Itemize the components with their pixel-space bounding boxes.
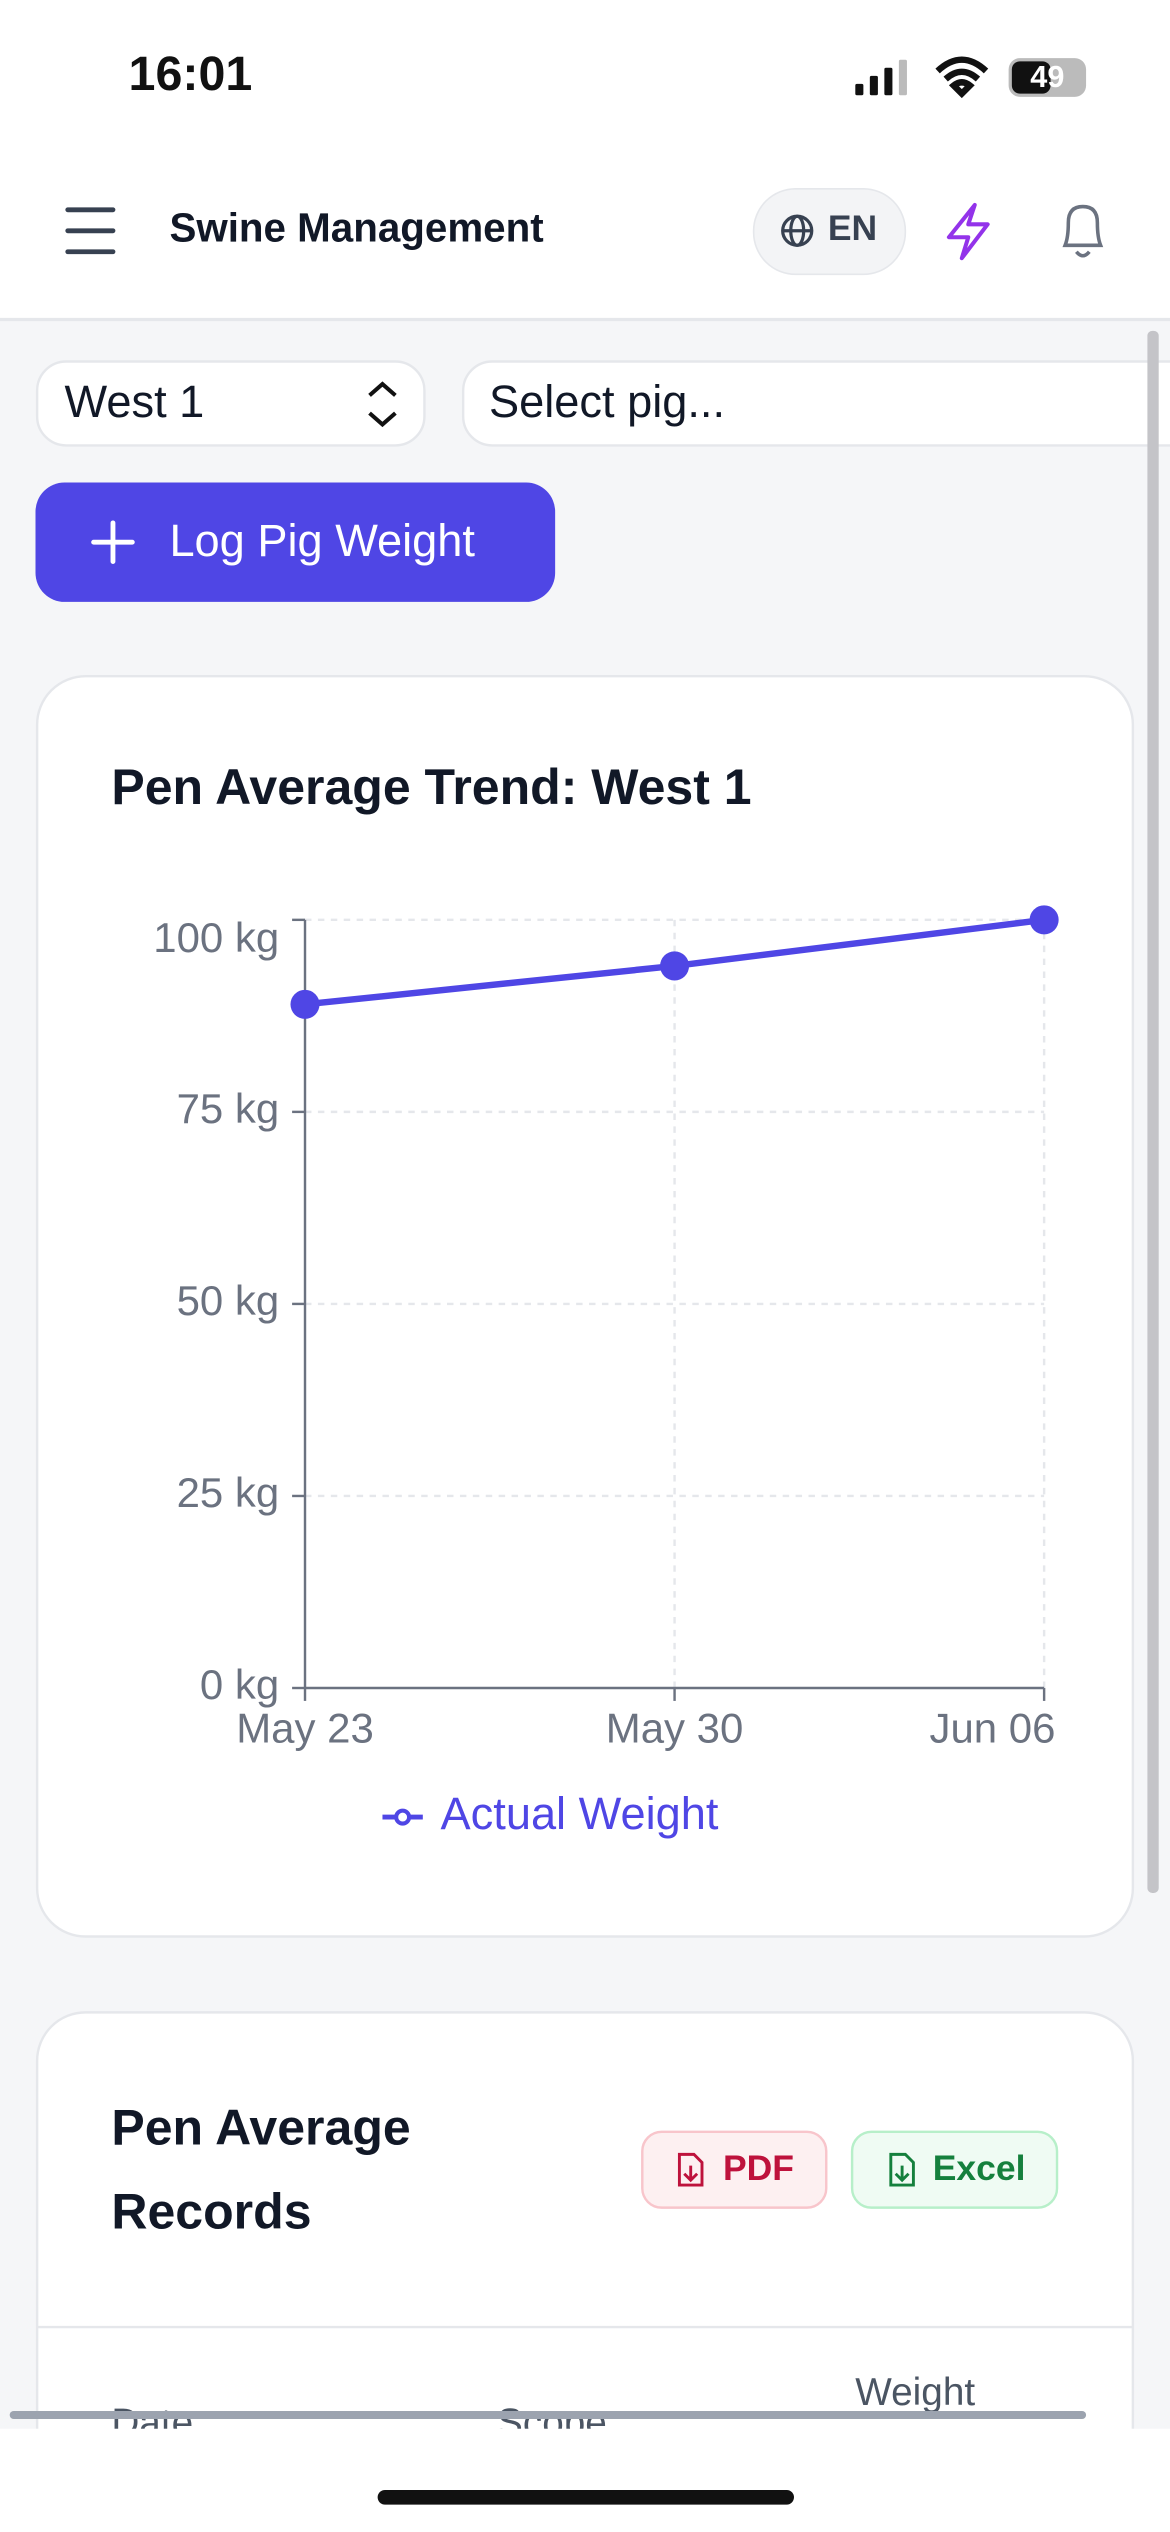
- log-weight-label: Log Pig Weight: [169, 515, 475, 566]
- point: [290, 989, 320, 1019]
- pig-select[interactable]: [461, 360, 1170, 447]
- pen-select[interactable]: [35, 360, 426, 447]
- battery-level: [1011, 61, 1051, 94]
- wifi-icon: [935, 56, 989, 99]
- battery-text: 49: [1030, 60, 1064, 94]
- point: [1029, 905, 1059, 935]
- y-tick-label: 0 kg: [200, 1661, 279, 1708]
- status-time: 16:01: [129, 47, 253, 101]
- app-title: Swine Management: [169, 204, 543, 250]
- pen-select-value: West 1: [65, 376, 205, 427]
- excel-icon: [889, 2152, 915, 2187]
- language-label: EN: [828, 208, 877, 248]
- select-chevron: [368, 381, 397, 428]
- legend-label: Actual Weight: [441, 1788, 719, 1839]
- records-title-box: Pen Average Records: [111, 2099, 411, 2240]
- scrollbar: [1147, 330, 1159, 1893]
- column-header: Weight: [855, 2371, 975, 2414]
- x-tick-label: May 23: [236, 1705, 374, 1752]
- h-scrollbar: [9, 2410, 1087, 2420]
- top-area: [0, 0, 1170, 320]
- menu-icon[interactable]: [65, 207, 116, 255]
- log-weight-button[interactable]: [35, 482, 556, 602]
- language-button[interactable]: [752, 188, 907, 276]
- excel-button[interactable]: [850, 2130, 1059, 2209]
- home-area: [0, 2428, 1170, 2532]
- x-tick-label: May 30: [606, 1705, 744, 1752]
- y-tick-label: 100 kg: [153, 914, 279, 961]
- legend-swatch-dot: [394, 1808, 412, 1826]
- excel-label: Excel: [933, 2148, 1026, 2188]
- y-tick-label: 75 kg: [177, 1085, 280, 1132]
- x-tick-label: Jun 06: [929, 1705, 1055, 1752]
- chart-title: Pen Average Trend: West 1: [111, 759, 751, 815]
- pig-select-placeholder: Select pig...: [489, 376, 725, 427]
- globe-icon: [781, 214, 814, 247]
- pdf-label: PDF: [723, 2148, 794, 2188]
- home-indicator: [377, 2490, 794, 2505]
- y-tick-label: 50 kg: [177, 1277, 280, 1324]
- y-tick-label: 25 kg: [177, 1469, 280, 1516]
- pdf-button[interactable]: [641, 2130, 828, 2209]
- plot: 0 kg 25 kg 50 kg 75 kg 100 kg May 23 May 30 Jun…: [153, 905, 1059, 1839]
- pdf-icon: [677, 2152, 704, 2187]
- signal-icon: [855, 59, 907, 96]
- bolt-icon[interactable]: [946, 202, 990, 261]
- bell-icon[interactable]: [1062, 204, 1104, 258]
- records-title: Pen Average Records: [111, 2099, 411, 2240]
- plus-icon: [91, 520, 135, 565]
- point: [660, 951, 690, 981]
